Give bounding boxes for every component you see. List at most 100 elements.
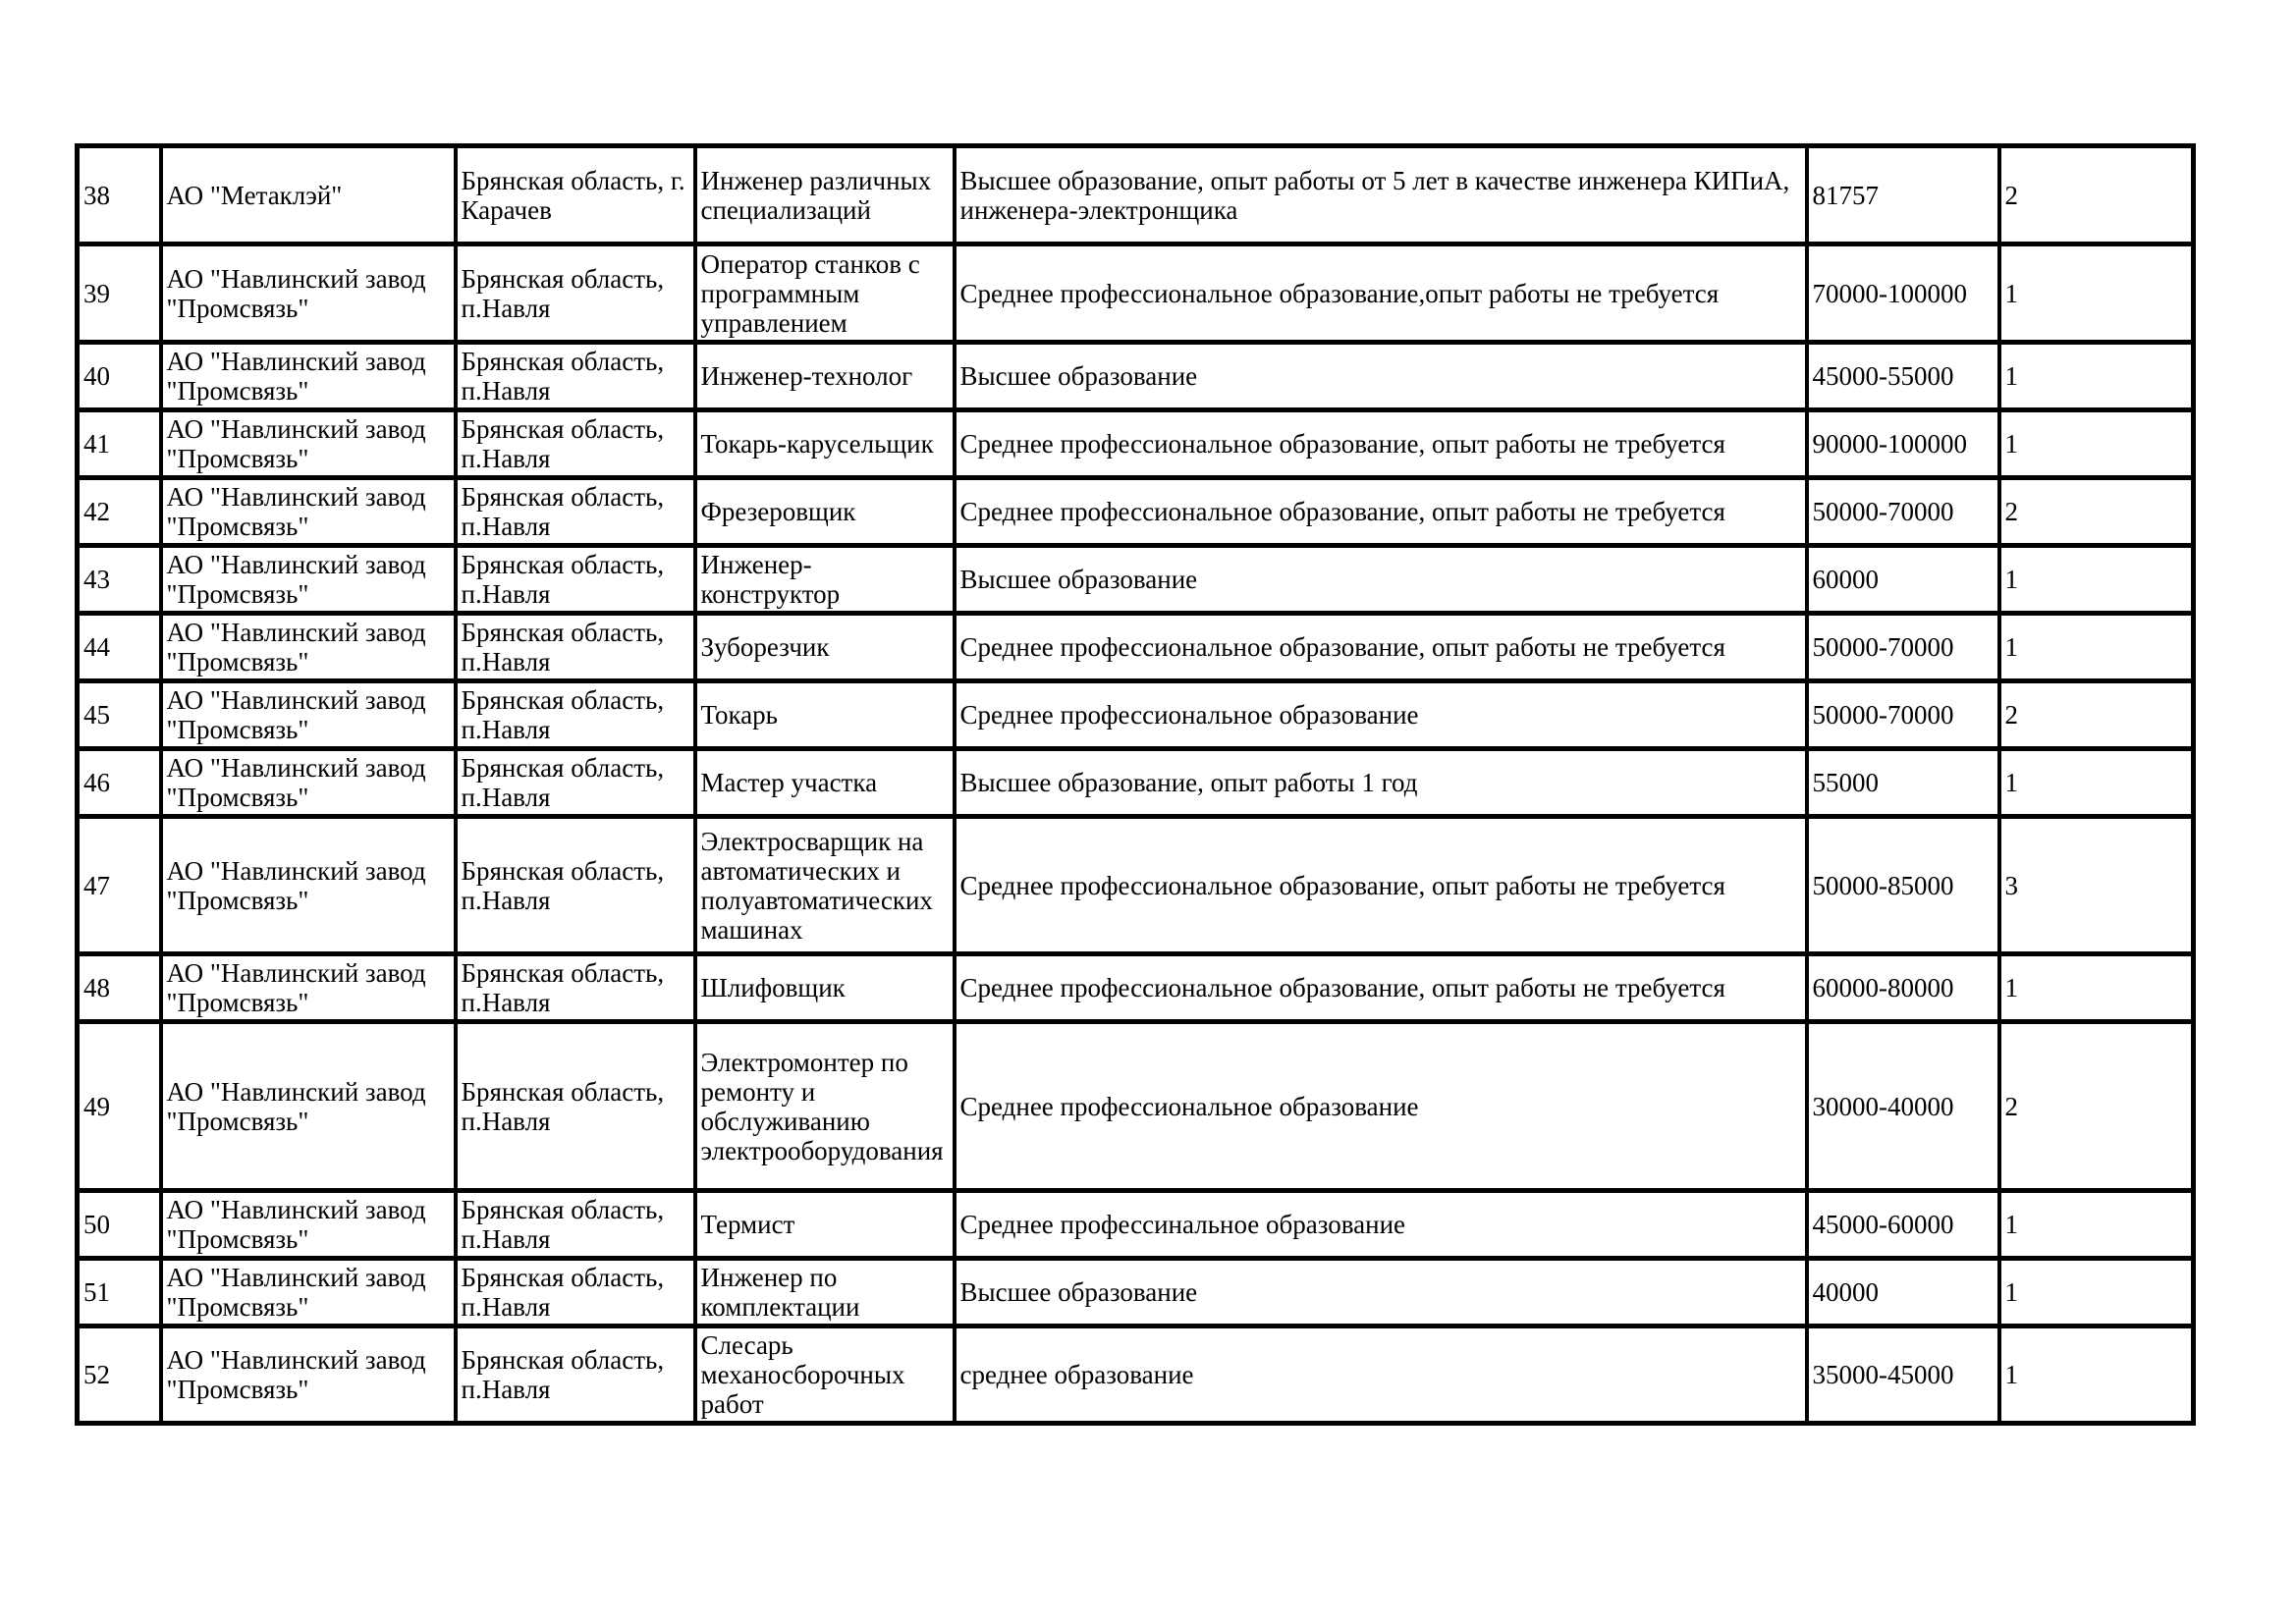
cell-salary: 45000-60000 [1804, 1188, 2001, 1261]
cell-count: 3 [1996, 814, 2196, 956]
table-row: 41 АО "Навлинский завод "Промсвязь" Брянск… [75, 407, 2196, 480]
cell-position: Зуборезчик [692, 611, 957, 683]
table-row: 47 АО "Навлинский завод "Промсвязь" Брянск… [75, 814, 2196, 956]
cell-salary: 60000-80000 [1804, 951, 2001, 1024]
cell-region: Брянская область, п.Навля [453, 678, 697, 751]
cell-count: 1 [1996, 242, 2196, 345]
cell-position: Шлифовщик [692, 951, 957, 1024]
cell-num: 52 [75, 1324, 163, 1426]
cell-num: 38 [75, 143, 163, 246]
cell-requirements: Среднее профессиональное образование,опы… [952, 242, 1809, 345]
cell-region: Брянская область, п.Навля [453, 407, 697, 480]
cell-salary: 50000-70000 [1804, 678, 2001, 751]
table-row: 45 АО "Навлинский завод "Промсвязь" Брянск… [75, 678, 2196, 751]
cell-count: 2 [1996, 475, 2196, 548]
cell-requirements: Высшее образование [952, 543, 1809, 616]
cell-salary: 50000-85000 [1804, 814, 2001, 956]
cell-position: Оператор станков с программным управлени… [692, 242, 957, 345]
cell-company: АО "Навлинский завод "Промсвязь" [158, 814, 458, 956]
table-row: 51 АО "Навлинский завод "Промсвязь" Брянск… [75, 1256, 2196, 1328]
table-row: 38 АО "Метаклэй" Брянская область, г. Кара… [75, 143, 2196, 246]
cell-salary: 60000 [1804, 543, 2001, 616]
cell-count: 1 [1996, 407, 2196, 480]
cell-requirements: Среднее профессиональное образование, оп… [952, 407, 1809, 480]
cell-salary: 45000-55000 [1804, 340, 2001, 412]
cell-num: 39 [75, 242, 163, 345]
cell-region: Брянская область, п.Навля [453, 1256, 697, 1328]
cell-requirements: Среднее профессиональное образование, оп… [952, 814, 1809, 956]
cell-requirements: Среднее профессиональное образование, оп… [952, 475, 1809, 548]
cell-salary: 50000-70000 [1804, 611, 2001, 683]
cell-count: 2 [1996, 143, 2196, 246]
cell-region: Брянская область, п.Навля [453, 611, 697, 683]
cell-region: Брянская область, п.Навля [453, 1188, 697, 1261]
cell-salary: 30000-40000 [1804, 1019, 2001, 1193]
cell-requirements: среднее образование [952, 1324, 1809, 1426]
cell-salary: 55000 [1804, 746, 2001, 819]
cell-company: АО "Навлинский завод "Промсвязь" [158, 678, 458, 751]
cell-region: Брянская область, п.Навля [453, 951, 697, 1024]
cell-num: 50 [75, 1188, 163, 1261]
cell-position: Токарь-карусельщик [692, 407, 957, 480]
cell-salary: 81757 [1804, 143, 2001, 246]
cell-count: 1 [1996, 746, 2196, 819]
cell-count: 1 [1996, 340, 2196, 412]
cell-region: Брянская область, г. Карачев [453, 143, 697, 246]
cell-requirements: Высшее образование [952, 340, 1809, 412]
cell-position: Инженер по комплектации [692, 1256, 957, 1328]
cell-salary: 70000-100000 [1804, 242, 2001, 345]
cell-requirements: Высшее образование, опыт работы 1 год [952, 746, 1809, 819]
cell-region: Брянская область, п.Навля [453, 746, 697, 819]
cell-company: АО "Навлинский завод "Промсвязь" [158, 242, 458, 345]
cell-requirements: Среднее профессиональное образование, оп… [952, 611, 1809, 683]
cell-position: Инженер-конструктор [692, 543, 957, 616]
cell-count: 1 [1996, 543, 2196, 616]
cell-region: Брянская область, п.Навля [453, 1324, 697, 1426]
cell-position: Мастер участка [692, 746, 957, 819]
cell-position: Токарь [692, 678, 957, 751]
cell-region: Брянская область, п.Навля [453, 543, 697, 616]
cell-salary: 35000-45000 [1804, 1324, 2001, 1426]
cell-requirements: Среднее профессинальное образование [952, 1188, 1809, 1261]
cell-company: АО "Навлинский завод "Промсвязь" [158, 407, 458, 480]
cell-company: АО "Навлинский завод "Промсвязь" [158, 475, 458, 548]
cell-salary: 90000-100000 [1804, 407, 2001, 480]
table-row: 42 АО "Навлинский завод "Промсвязь" Брянск… [75, 475, 2196, 548]
cell-num: 48 [75, 951, 163, 1024]
cell-num: 44 [75, 611, 163, 683]
cell-requirements: Высшее образование [952, 1256, 1809, 1328]
cell-num: 51 [75, 1256, 163, 1328]
cell-num: 47 [75, 814, 163, 956]
cell-region: Брянская область, п.Навля [453, 1019, 697, 1193]
cell-company: АО "Навлинский завод "Промсвязь" [158, 611, 458, 683]
cell-company: АО "Навлинский завод "Промсвязь" [158, 1324, 458, 1426]
cell-num: 42 [75, 475, 163, 548]
cell-count: 1 [1996, 1188, 2196, 1261]
cell-company: АО "Навлинский завод "Промсвязь" [158, 340, 458, 412]
vacancies-table: 38 АО "Метаклэй" Брянская область, г. Кара… [75, 143, 2196, 1426]
cell-position: Слесарь механосборочных работ [692, 1324, 957, 1426]
cell-position: Инженер-технолог [692, 340, 957, 412]
cell-company: АО "Навлинский завод "Промсвязь" [158, 1188, 458, 1261]
cell-company: АО "Навлинский завод "Промсвязь" [158, 543, 458, 616]
cell-count: 2 [1996, 1019, 2196, 1193]
cell-region: Брянская область, п.Навля [453, 340, 697, 412]
cell-position: Фрезеровщик [692, 475, 957, 548]
cell-salary: 40000 [1804, 1256, 2001, 1328]
cell-position: Инженер различных специализаций [692, 143, 957, 246]
cell-company: АО "Навлинский завод "Промсвязь" [158, 1019, 458, 1193]
cell-requirements: Среднее профессиональное образование, оп… [952, 951, 1809, 1024]
cell-num: 45 [75, 678, 163, 751]
cell-company: АО "Навлинский завод "Промсвязь" [158, 746, 458, 819]
cell-num: 40 [75, 340, 163, 412]
table-row: 50 АО "Навлинский завод "Промсвязь" Брянск… [75, 1188, 2196, 1261]
cell-num: 43 [75, 543, 163, 616]
cell-position: Электросварщик на автоматических и полуа… [692, 814, 957, 956]
cell-num: 46 [75, 746, 163, 819]
table-row: 44 АО "Навлинский завод "Промсвязь" Брянск… [75, 611, 2196, 683]
table-row: 46 АО "Навлинский завод "Промсвязь" Брянск… [75, 746, 2196, 819]
cell-company: АО "Навлинский завод "Промсвязь" [158, 951, 458, 1024]
cell-count: 1 [1996, 1324, 2196, 1426]
cell-region: Брянская область, п.Навля [453, 242, 697, 345]
